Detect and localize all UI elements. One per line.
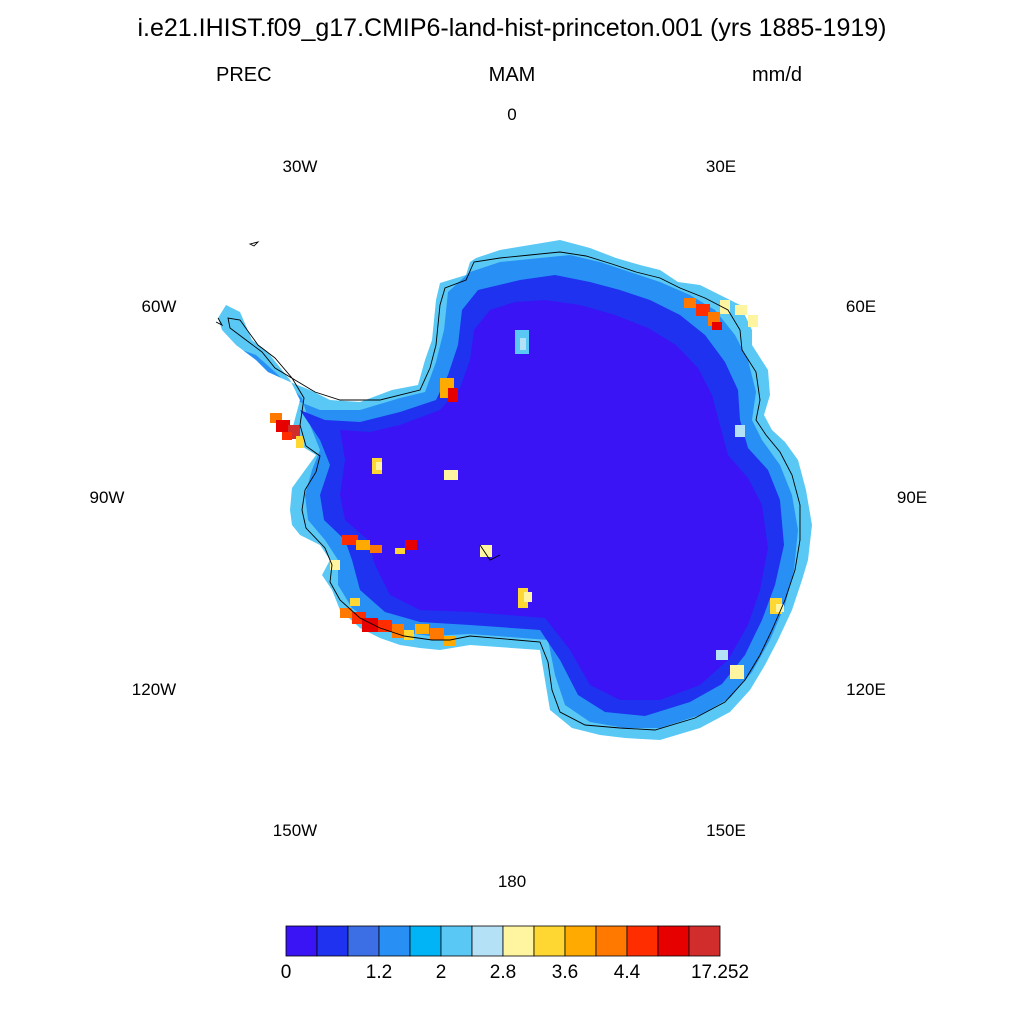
colorbar-tick-label: 3.6 — [551, 962, 579, 983]
units-label: mm/d — [752, 64, 802, 86]
colorbar-tick-label: 2 — [435, 962, 447, 983]
lon-label-150e: 150E — [706, 821, 746, 840]
colorbar-box — [285, 925, 318, 957]
colorbar-box — [502, 925, 535, 957]
colorbar-box — [471, 925, 504, 957]
colorbar-tick-label: 0 — [280, 962, 292, 983]
colorbar — [285, 925, 721, 957]
season-label: MAM — [488, 64, 536, 86]
colorbar-tick-label: 17.252 — [690, 962, 750, 983]
interior-core — [340, 300, 768, 700]
variable-label: PREC — [216, 64, 272, 86]
colorbar-box — [657, 925, 690, 957]
colorbar-box — [533, 925, 566, 957]
precip-field — [218, 240, 812, 740]
lon-label-60w: 60W — [142, 297, 177, 316]
lon-label-150w: 150W — [273, 821, 317, 840]
lon-label-30e: 30E — [706, 157, 736, 176]
colorbar-box — [409, 925, 442, 957]
plot-title: i.e21.IHIST.f09_g17.CMIP6-land-hist-prin… — [137, 14, 887, 42]
lon-label-120w: 120W — [132, 680, 176, 699]
lon-label-30w: 30W — [283, 157, 318, 176]
lon-label-90w: 90W — [90, 488, 125, 507]
colorbar-box — [564, 925, 597, 957]
colorbar-box — [595, 925, 628, 957]
longitude-labels: 0 30E 60E 90E 120E 150E 180 150W 120W 90… — [90, 105, 928, 891]
lon-label-90e: 90E — [897, 488, 927, 507]
lon-label-120e: 120E — [846, 680, 886, 699]
colorbar-tick-label: 4.4 — [613, 962, 641, 983]
colorbar-tick-label: 1.2 — [365, 962, 393, 983]
colorbar-tick-label: 2.8 — [489, 962, 517, 983]
lon-label-60e: 60E — [846, 297, 876, 316]
lon-label-180: 180 — [498, 872, 526, 891]
colorbar-box — [688, 925, 721, 957]
colorbar-box — [626, 925, 659, 957]
colorbar-box — [440, 925, 473, 957]
colorbar-box — [316, 925, 349, 957]
colorbar-box — [378, 925, 411, 957]
colorbar-box — [347, 925, 380, 957]
coastlines — [215, 241, 801, 731]
lon-label-0: 0 — [507, 105, 516, 124]
